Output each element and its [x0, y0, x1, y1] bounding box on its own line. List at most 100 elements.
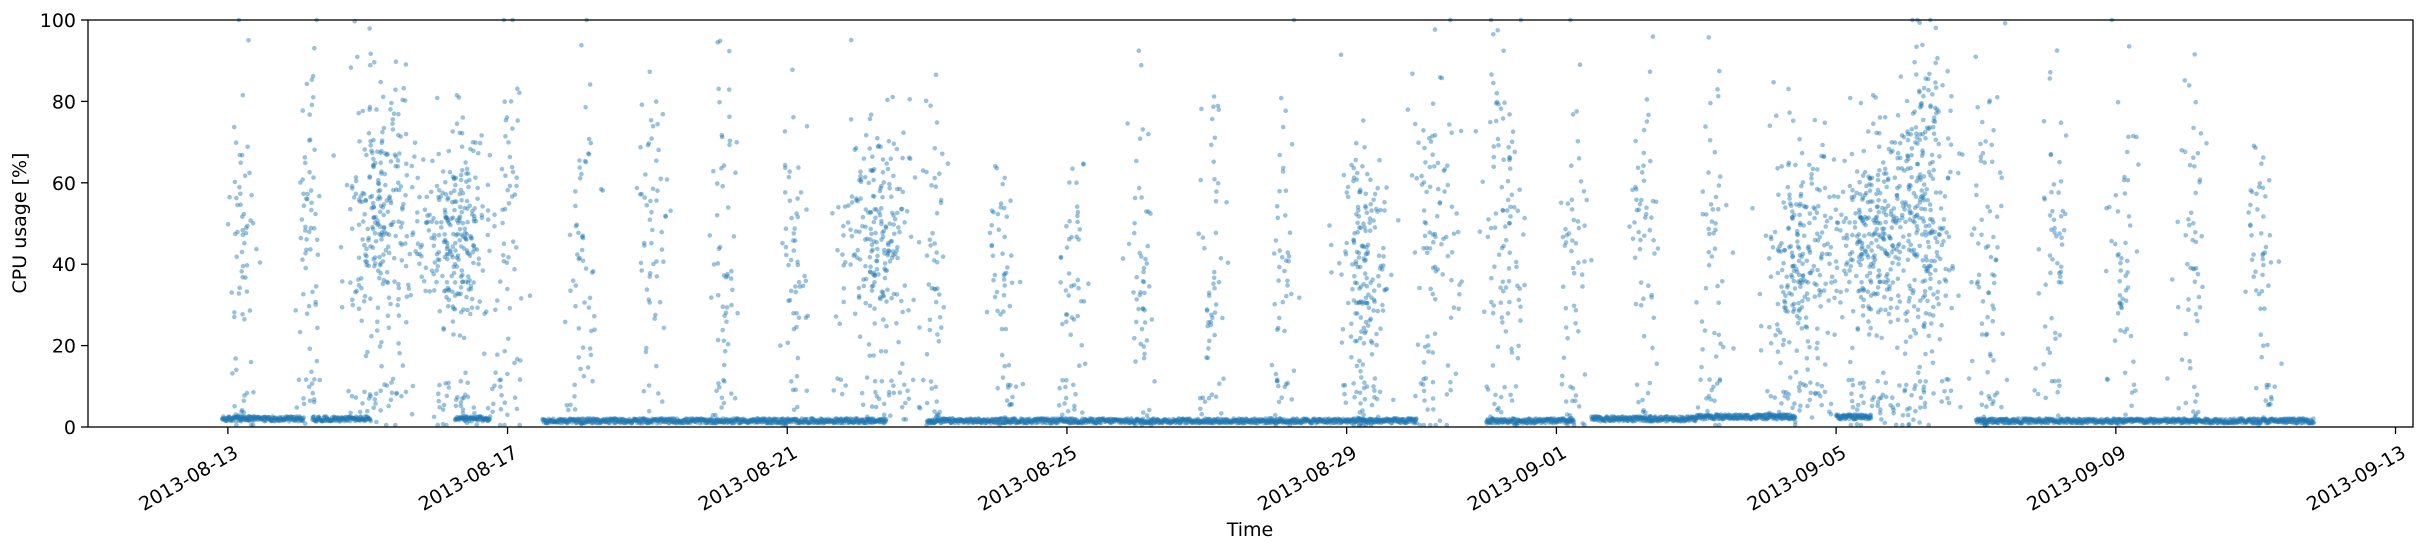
- data-point-idle: [322, 414, 328, 420]
- data-point-idle: [223, 415, 228, 421]
- data-point-idle: [880, 416, 886, 421]
- data-point-idle: [631, 418, 636, 424]
- data-point: [439, 220, 444, 225]
- data-point-idle: [269, 418, 275, 424]
- data-point: [384, 231, 390, 237]
- data-point: [353, 178, 359, 184]
- data-point: [369, 193, 375, 199]
- data-point-idle: [597, 420, 602, 426]
- data-point: [500, 253, 506, 258]
- data-point: [401, 85, 407, 91]
- data-point-idle: [621, 417, 626, 423]
- data-point: [404, 320, 409, 325]
- data-point: [865, 414, 870, 420]
- data-point-idle: [702, 418, 708, 424]
- data-point: [879, 237, 884, 242]
- data-point-idle: [723, 417, 728, 423]
- data-point-idle: [668, 417, 673, 423]
- data-point-idle: [643, 417, 649, 423]
- data-point-idle: [326, 417, 332, 422]
- data-point: [1152, 379, 1157, 384]
- data-point-idle: [796, 418, 802, 424]
- data-point: [247, 308, 253, 313]
- data-point-idle: [770, 418, 776, 424]
- data-point-idle: [602, 416, 607, 422]
- data-point: [872, 280, 877, 285]
- data-point: [1207, 338, 1212, 344]
- data-point-idle: [571, 417, 576, 423]
- data-point: [1007, 303, 1013, 309]
- data-point-idle: [479, 414, 485, 420]
- data-point-idle: [319, 418, 325, 423]
- data-point-idle: [758, 417, 764, 423]
- data-point: [841, 299, 846, 305]
- data-point-idle: [341, 416, 347, 421]
- data-point-idle: [296, 417, 302, 422]
- data-point: [940, 254, 946, 259]
- data-point: [735, 310, 740, 316]
- data-point-idle: [678, 420, 683, 426]
- data-point: [239, 408, 245, 413]
- data-point-idle: [283, 417, 289, 422]
- data-point-idle: [680, 420, 686, 426]
- data-point: [991, 277, 996, 283]
- data-point-idle: [727, 417, 732, 423]
- data-point: [869, 284, 875, 289]
- data-point: [872, 378, 878, 384]
- data-point: [853, 145, 859, 151]
- data-point: [877, 213, 883, 218]
- data-point-idle: [299, 416, 304, 422]
- data-point-idle: [810, 416, 816, 421]
- data-point: [887, 181, 892, 187]
- data-point-idle: [334, 418, 340, 423]
- data-point-idle: [466, 418, 472, 424]
- data-point-idle: [289, 416, 294, 422]
- data-point: [647, 271, 653, 276]
- data-point: [507, 305, 513, 311]
- data-point: [885, 287, 890, 293]
- data-point: [874, 258, 879, 264]
- data-point-idle: [655, 416, 660, 422]
- data-point-idle: [884, 416, 889, 422]
- data-point-idle: [262, 414, 267, 420]
- data-point: [431, 243, 437, 249]
- data-point: [719, 395, 725, 401]
- data-point: [583, 105, 588, 110]
- data-point: [239, 269, 244, 274]
- data-point-idle: [730, 420, 736, 426]
- data-point-idle: [461, 417, 467, 422]
- data-point: [458, 172, 464, 178]
- data-point: [400, 363, 406, 368]
- data-point-idle: [620, 420, 626, 426]
- data-point-idle: [330, 417, 336, 423]
- data-point-idle: [357, 418, 363, 424]
- data-point-idle: [317, 415, 322, 421]
- data-point: [733, 170, 738, 175]
- data-point-idle: [286, 419, 292, 424]
- data-point: [897, 370, 903, 376]
- data-point-idle: [485, 418, 491, 424]
- data-point-idle: [825, 419, 831, 424]
- data-point-idle: [823, 417, 829, 422]
- data-point: [788, 288, 794, 294]
- data-point-idle: [831, 420, 837, 425]
- data-point: [1145, 243, 1150, 249]
- data-point-idle: [797, 420, 803, 426]
- data-point-idle: [333, 415, 339, 420]
- data-point-idle: [664, 417, 670, 423]
- data-point-idle: [570, 417, 575, 423]
- data-point: [368, 139, 373, 144]
- data-point: [518, 296, 524, 301]
- data-point-idle: [587, 416, 592, 422]
- data-point-idle: [835, 417, 840, 422]
- data-point: [482, 351, 487, 357]
- data-point-idle: [838, 416, 843, 422]
- data-point: [648, 198, 653, 204]
- data-point: [368, 143, 374, 148]
- data-point: [450, 215, 456, 220]
- data-point-idle: [326, 418, 331, 424]
- data-point-idle: [754, 419, 759, 425]
- data-point-idle: [764, 420, 769, 426]
- data-point-idle: [626, 418, 631, 423]
